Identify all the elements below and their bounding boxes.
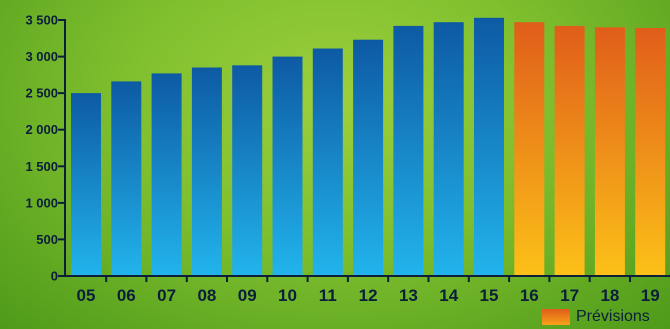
y-tick-label: 1 000 <box>25 195 58 210</box>
y-tick-label: 2 000 <box>25 122 58 137</box>
y-tick-label: 3 000 <box>25 49 58 64</box>
x-tick-label-11: 11 <box>319 286 337 305</box>
legend-swatch-forecast <box>542 309 570 325</box>
bar-forecast-18 <box>594 27 625 276</box>
bar-06 <box>111 81 142 277</box>
y-tick-label: 0 <box>51 269 58 284</box>
x-tick-label-07: 07 <box>157 286 176 305</box>
bar-forecast-19 <box>635 28 666 276</box>
bar-forecast-17 <box>554 25 585 277</box>
x-tick-label-14: 14 <box>439 286 458 305</box>
legend-label-forecast: Prévisions <box>576 308 650 325</box>
y-tick-label: 500 <box>36 232 58 247</box>
bar-14 <box>433 22 464 277</box>
x-tick-label-17: 17 <box>560 286 579 305</box>
bar-10 <box>272 56 303 276</box>
x-tick-label-09: 09 <box>238 286 257 305</box>
y-tick-label: 3 500 <box>25 13 58 28</box>
x-tick-label-13: 13 <box>399 286 418 305</box>
x-tick-label-18: 18 <box>600 286 619 305</box>
x-tick-label-10: 10 <box>278 286 297 305</box>
x-tick-label-08: 08 <box>197 286 216 305</box>
bar-11 <box>312 48 343 276</box>
x-tick-label-05: 05 <box>77 286 96 305</box>
y-tick-label: 2 500 <box>25 86 58 101</box>
x-tick-label-15: 15 <box>480 286 499 305</box>
bar-12 <box>353 39 384 277</box>
bar-08 <box>191 67 222 276</box>
bar-07 <box>151 73 182 277</box>
x-tick-label-12: 12 <box>359 286 378 305</box>
x-tick-label-16: 16 <box>520 286 539 305</box>
bar-forecast-16 <box>514 22 545 277</box>
x-tick-label-06: 06 <box>117 286 136 305</box>
bar-15 <box>474 17 504 277</box>
bar-13 <box>393 25 424 277</box>
x-tick-label-19: 19 <box>641 286 660 305</box>
bar-09 <box>232 65 263 276</box>
bar-05 <box>71 93 101 276</box>
chart-legend: Prévisions <box>542 307 650 327</box>
y-tick-label: 1 500 <box>25 159 58 174</box>
